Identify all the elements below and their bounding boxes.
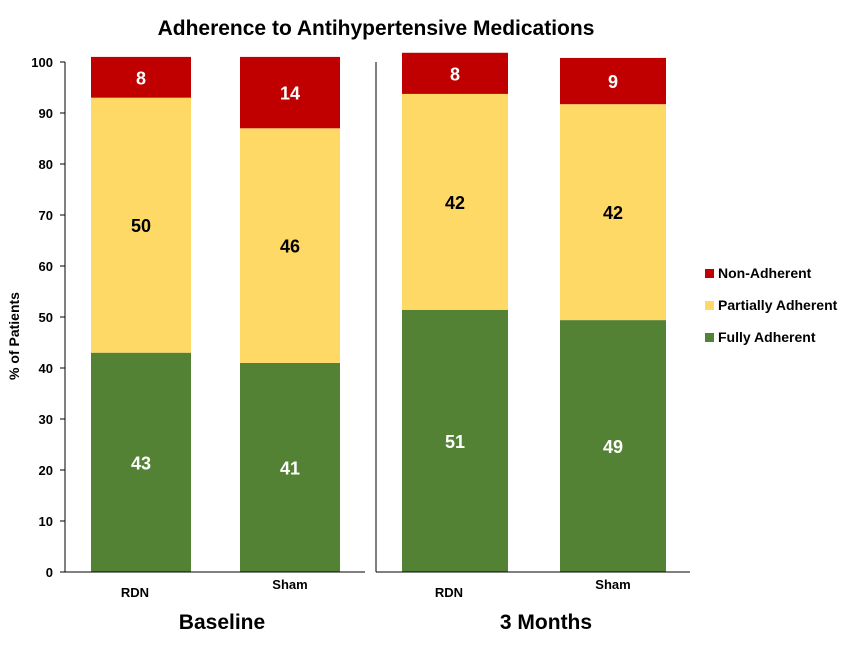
x-tick-label: RDN bbox=[121, 585, 149, 600]
data-label: 9 bbox=[608, 72, 618, 92]
bar-segment bbox=[240, 128, 340, 363]
legend-swatch bbox=[705, 301, 714, 310]
data-label: 8 bbox=[136, 68, 146, 88]
legend: Non-Adherent Partially Adherent Fully Adhe… bbox=[705, 265, 838, 345]
y-tick-label: 20 bbox=[39, 463, 53, 478]
chart-title: Adherence to Antihypertensive Medication… bbox=[158, 17, 595, 40]
legend-label: Fully Adherent bbox=[718, 329, 816, 345]
bar-segment bbox=[402, 52, 508, 94]
y-tick-label: 90 bbox=[39, 106, 53, 121]
y-tick-label: 40 bbox=[39, 361, 53, 376]
data-label: 51 bbox=[445, 432, 465, 452]
legend-label: Partially Adherent bbox=[718, 297, 838, 313]
data-label: 50 bbox=[131, 216, 151, 236]
y-tick-label: 10 bbox=[39, 514, 53, 529]
y-tick-label: 100 bbox=[31, 55, 53, 70]
group-label: 3 Months bbox=[500, 611, 592, 634]
y-tick-label: 30 bbox=[39, 412, 53, 427]
data-label: 49 bbox=[603, 437, 623, 457]
bar-segment bbox=[91, 56, 191, 98]
bar-segment bbox=[91, 352, 191, 572]
data-label: 42 bbox=[603, 203, 623, 223]
data-label: 42 bbox=[445, 193, 465, 213]
bar-segment bbox=[402, 309, 508, 572]
bar-segment bbox=[240, 362, 340, 572]
y-axis-label: % of Patients bbox=[6, 292, 22, 380]
x-axis: RDN Sham RDN Sham Baseline 3 Months bbox=[65, 571, 690, 634]
x-tick-label: Sham bbox=[595, 577, 630, 592]
bar-segment bbox=[560, 320, 666, 572]
y-axis: 0 10 20 30 40 50 60 70 80 90 100 bbox=[31, 55, 377, 580]
data-label: 41 bbox=[280, 458, 300, 478]
data-label: 43 bbox=[131, 453, 151, 473]
y-tick-label: 70 bbox=[39, 208, 53, 223]
data-label: 14 bbox=[280, 84, 300, 104]
x-tick-label: Sham bbox=[272, 577, 307, 592]
bar-segment bbox=[560, 104, 666, 321]
bar-segment bbox=[402, 93, 508, 310]
bar-segment bbox=[560, 57, 666, 105]
data-label: 46 bbox=[280, 237, 300, 257]
legend-swatch bbox=[705, 333, 714, 342]
y-tick-label: 50 bbox=[39, 310, 53, 325]
x-tick-label: RDN bbox=[435, 585, 463, 600]
data-label: 8 bbox=[450, 64, 460, 84]
y-tick-label: 0 bbox=[46, 565, 53, 580]
bar-segment bbox=[91, 97, 191, 353]
y-tick-label: 60 bbox=[39, 259, 53, 274]
legend-label: Non-Adherent bbox=[718, 265, 812, 281]
bar-segment bbox=[240, 56, 340, 129]
legend-swatch bbox=[705, 269, 714, 278]
y-tick-label: 80 bbox=[39, 157, 53, 172]
bars: 43 50 8 41 46 14 51 42 8 49 42 9 bbox=[91, 52, 666, 572]
group-label: Baseline bbox=[179, 611, 265, 634]
